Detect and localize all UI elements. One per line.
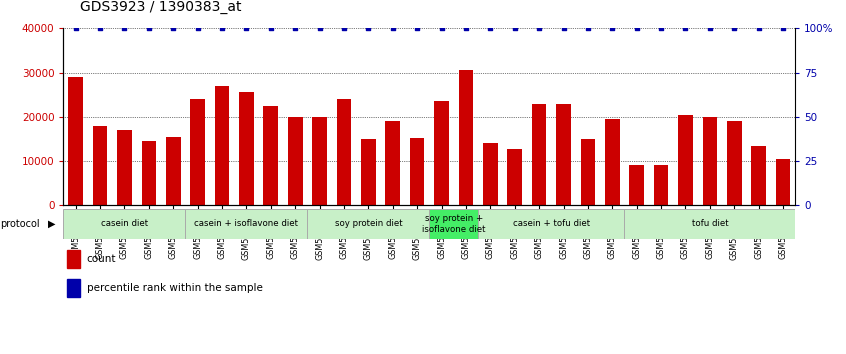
- Point: [142, 25, 156, 31]
- Bar: [556, 104, 571, 205]
- Bar: [629, 166, 644, 205]
- Point: [581, 25, 595, 31]
- Point: [777, 25, 790, 31]
- Bar: [69, 77, 83, 205]
- Point: [678, 25, 692, 31]
- Bar: [776, 159, 790, 205]
- Point: [435, 25, 448, 31]
- Point: [69, 25, 82, 31]
- Text: count: count: [87, 254, 117, 264]
- Point: [654, 25, 667, 31]
- Point: [703, 25, 717, 31]
- Bar: [508, 149, 522, 205]
- Point: [752, 25, 766, 31]
- Bar: [654, 165, 668, 205]
- Text: ▶: ▶: [47, 219, 55, 229]
- Bar: [67, 250, 80, 268]
- Point: [484, 25, 497, 31]
- Point: [459, 25, 473, 31]
- Bar: [67, 279, 80, 297]
- Point: [313, 25, 327, 31]
- Bar: [190, 99, 205, 205]
- Bar: [386, 121, 400, 205]
- Point: [191, 25, 205, 31]
- Text: soy protein diet: soy protein diet: [334, 219, 402, 228]
- Text: casein + tofu diet: casein + tofu diet: [513, 219, 590, 228]
- Bar: [263, 106, 278, 205]
- Point: [118, 25, 131, 31]
- Point: [630, 25, 644, 31]
- Bar: [483, 143, 497, 205]
- Bar: [580, 139, 596, 205]
- Bar: [117, 130, 132, 205]
- Point: [239, 25, 253, 31]
- Bar: [141, 141, 157, 205]
- Bar: [215, 86, 229, 205]
- Bar: [361, 139, 376, 205]
- Bar: [166, 137, 180, 205]
- Bar: [288, 117, 303, 205]
- Point: [606, 25, 619, 31]
- Text: casein + isoflavone diet: casein + isoflavone diet: [195, 219, 299, 228]
- FancyBboxPatch shape: [63, 209, 185, 239]
- Bar: [678, 115, 693, 205]
- Bar: [312, 117, 327, 205]
- Bar: [434, 101, 449, 205]
- Text: percentile rank within the sample: percentile rank within the sample: [87, 282, 263, 293]
- FancyBboxPatch shape: [307, 209, 429, 239]
- Bar: [702, 117, 717, 205]
- Point: [508, 25, 521, 31]
- Bar: [409, 138, 425, 205]
- Point: [215, 25, 228, 31]
- Point: [167, 25, 180, 31]
- Point: [728, 25, 741, 31]
- Bar: [605, 119, 619, 205]
- Point: [288, 25, 302, 31]
- Text: protocol: protocol: [0, 219, 40, 229]
- FancyBboxPatch shape: [478, 209, 624, 239]
- Point: [361, 25, 375, 31]
- Point: [93, 25, 107, 31]
- Point: [338, 25, 351, 31]
- Point: [410, 25, 424, 31]
- Bar: [337, 99, 351, 205]
- FancyBboxPatch shape: [624, 209, 795, 239]
- Text: tofu diet: tofu diet: [691, 219, 728, 228]
- Text: soy protein +
isoflavone diet: soy protein + isoflavone diet: [422, 214, 486, 234]
- Text: GDS3923 / 1390383_at: GDS3923 / 1390383_at: [80, 0, 242, 14]
- Point: [557, 25, 570, 31]
- Point: [532, 25, 546, 31]
- Bar: [239, 92, 254, 205]
- Bar: [751, 145, 766, 205]
- Text: casein diet: casein diet: [101, 219, 148, 228]
- Bar: [93, 126, 107, 205]
- Bar: [727, 121, 742, 205]
- Point: [264, 25, 277, 31]
- Point: [386, 25, 399, 31]
- Bar: [459, 70, 473, 205]
- FancyBboxPatch shape: [185, 209, 307, 239]
- Bar: [532, 104, 547, 205]
- FancyBboxPatch shape: [429, 209, 478, 239]
